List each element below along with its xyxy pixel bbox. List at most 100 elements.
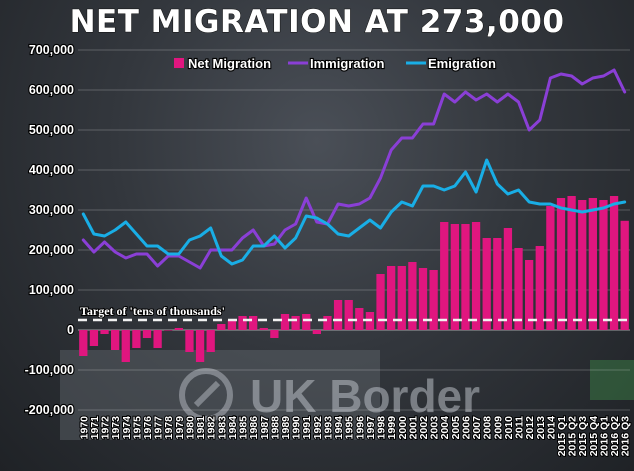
net-migration-bar <box>408 262 417 330</box>
legend-label: Emigration <box>428 56 496 71</box>
x-tick-label: 1999 <box>386 416 398 440</box>
x-tick-label: 1990 <box>291 416 303 440</box>
net-migration-bar <box>132 330 141 348</box>
y-tick-label: 200,000 <box>29 243 74 257</box>
x-tick-label: 2006 <box>460 416 472 440</box>
y-tick-label: 700,000 <box>29 43 74 57</box>
net-migration-bar <box>238 316 247 330</box>
x-tick-label: 2011 <box>514 416 526 439</box>
y-tick-label: 600,000 <box>29 83 74 97</box>
x-tick-label: 1981 <box>195 416 207 440</box>
y-tick-label: 400,000 <box>29 163 74 177</box>
x-tick-label: 2012 <box>524 416 536 440</box>
x-tick-label: 1991 <box>301 416 313 440</box>
x-tick-label: 1996 <box>354 416 366 440</box>
x-tick-label: 1980 <box>184 416 196 440</box>
net-migration-bar <box>142 330 152 338</box>
net-migration-bar <box>503 228 513 330</box>
net-migration-bar <box>620 220 629 330</box>
net-migration-bar <box>471 222 481 330</box>
net-migration-bars <box>79 196 629 362</box>
x-tick-label: 1979 <box>174 416 186 440</box>
net-migration-bar <box>376 274 385 330</box>
net-migration-bar <box>482 238 491 330</box>
net-migration-bar <box>291 316 300 330</box>
x-tick-label: 1988 <box>269 416 281 440</box>
net-migration-bar <box>461 224 470 330</box>
net-migration-bar <box>259 328 268 330</box>
x-tick-label: 1995 <box>344 416 356 440</box>
x-tick-label: 2007 <box>471 416 483 440</box>
x-tick-label: 1974 <box>121 416 133 440</box>
background-green-sign <box>590 360 634 400</box>
net-migration-bar <box>195 330 205 362</box>
x-tick-label: 1984 <box>227 416 239 440</box>
x-tick-label: 2014 <box>545 416 557 440</box>
background-sign-text: UK Border <box>250 370 480 422</box>
chart-title: NET MIGRATION AT 273,000 <box>70 4 565 40</box>
background-scene: UK Border <box>60 350 634 440</box>
x-tick-label: 2003 <box>429 416 441 440</box>
x-tick-label: 2008 <box>482 416 494 440</box>
y-tick-label: -200,000 <box>25 403 74 417</box>
x-tick-label: 1992 <box>312 416 324 440</box>
net-migration-bar <box>206 330 215 352</box>
net-migration-bar <box>89 330 99 346</box>
legend: Net Migration Immigration Emigration <box>174 55 497 72</box>
x-tick-label: 1994 <box>333 416 345 440</box>
legend-swatch-net-migration <box>174 58 184 68</box>
emigration-line <box>81 158 627 266</box>
y-axis-ticks: -200,000 -100,000 0 100,000 200,000 300,000 40… <box>24 42 76 418</box>
x-tick-label: 2001 <box>407 416 419 440</box>
x-tick-label: 2016 Q2 <box>609 416 621 456</box>
x-tick-label: 2016 Q1 <box>598 416 610 456</box>
net-migration-bar <box>312 330 321 334</box>
net-migration-bar <box>429 270 438 330</box>
x-tick-label: 2015 Q4 <box>588 416 600 456</box>
x-tick-label: 1976 <box>142 416 154 440</box>
x-tick-label: 1975 <box>131 416 143 440</box>
net-migration-bar <box>546 206 555 330</box>
x-tick-label: 1985 <box>238 416 250 440</box>
net-migration-bar <box>227 320 237 330</box>
net-migration-bar <box>344 300 353 330</box>
background-arrow-icon <box>179 368 233 422</box>
net-migration-bar <box>333 300 343 330</box>
net-migration-bar <box>525 260 534 330</box>
y-tick-label: 0 <box>67 323 74 337</box>
x-tick-label: 1998 <box>376 416 388 440</box>
x-tick-label: 2015 Q3 <box>577 416 589 456</box>
net-migration-bar <box>450 224 459 330</box>
x-tick-label: 1987 <box>259 416 271 440</box>
net-migration-bar <box>270 330 279 338</box>
series-lines <box>81 68 627 270</box>
x-tick-label: 2004 <box>439 416 451 440</box>
net-migration-bar <box>121 330 130 362</box>
immigration-line <box>81 68 627 270</box>
net-migration-bar <box>599 200 608 330</box>
x-tick-label: 1978 <box>163 416 175 440</box>
x-tick-label: 1997 <box>365 416 377 440</box>
x-tick-label: 2009 <box>492 416 504 440</box>
net-migration-bar <box>418 268 428 330</box>
x-tick-label: 2010 <box>503 416 515 440</box>
net-migration-bar <box>578 200 587 330</box>
x-tick-label: 2016 Q3 <box>620 416 632 456</box>
y-tick-label: 100,000 <box>29 283 74 297</box>
x-axis-ticks: 1970197119721973197419751976197719781979… <box>77 415 632 457</box>
net-migration-bar <box>514 248 523 330</box>
x-tick-label: 2015 Q1 <box>556 416 568 456</box>
x-tick-label: 2015 Q2 <box>567 416 579 456</box>
net-migration-bar <box>397 266 406 330</box>
net-migration-bar <box>493 238 502 330</box>
x-tick-label: 2000 <box>397 416 409 440</box>
x-tick-label: 1977 <box>153 416 165 440</box>
x-tick-label: 2013 <box>535 416 547 440</box>
x-tick-label: 2002 <box>418 416 430 440</box>
y-tick-label: -100,000 <box>25 363 74 377</box>
net-migration-bar <box>280 314 290 330</box>
net-migration-bar <box>323 316 332 330</box>
y-tick-label: 300,000 <box>29 203 74 217</box>
